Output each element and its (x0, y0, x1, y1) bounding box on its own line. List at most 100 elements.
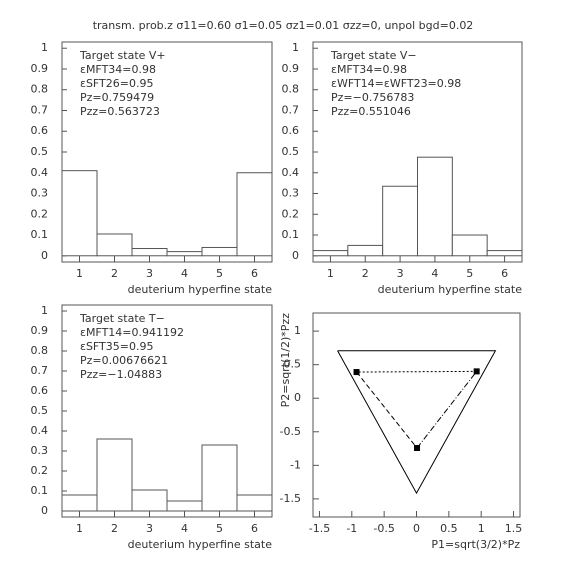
y-tick-label: 0.8 (31, 83, 49, 96)
y-tick-label: -0.5 (280, 425, 301, 438)
y-tick-label: 0.9 (31, 62, 49, 75)
annotation: Target state T− (79, 312, 165, 325)
bar (61, 494, 98, 512)
x-tick-label: 5 (216, 522, 223, 535)
annotation: Pzz=−1.04883 (80, 368, 162, 381)
x-tick-label: 4 (181, 522, 188, 535)
y-tick-label: 0 (41, 249, 48, 262)
annotation: Target state V− (330, 49, 417, 62)
x-tick-label: 5 (216, 267, 223, 280)
y-tick-label: 0.9 (31, 324, 49, 337)
annotation: εWFT14=εWFT23=0.98 (331, 77, 461, 90)
y-tick-label: 0.2 (31, 207, 49, 220)
annotation: Pzz=0.551046 (331, 105, 411, 118)
x-tick-label: 6 (251, 267, 258, 280)
annotation: Pz=0.00676621 (80, 354, 168, 367)
x-tick-label: 6 (501, 267, 508, 280)
bar (486, 250, 523, 257)
x-tick-label: 5 (466, 267, 473, 280)
annotation: Target state V+ (79, 49, 166, 62)
bar (131, 489, 168, 512)
y-tick-label: 0 (292, 249, 299, 262)
annotation: εSFT26=0.95 (80, 77, 154, 90)
y-tick-label: 1 (41, 304, 48, 317)
y-tick-label: 0.7 (31, 364, 49, 377)
x-axis-label: deuterium hyperfine state (128, 538, 273, 551)
x-tick-label: 1.5 (505, 522, 523, 535)
annotation: Pz=−0.756783 (331, 91, 414, 104)
y-tick-label: 0.5 (284, 358, 302, 371)
y-tick-label: 0.5 (31, 404, 49, 417)
x-tick-label: 1 (478, 522, 485, 535)
x-tick-label: 1 (327, 267, 334, 280)
x-tick-label: 6 (251, 522, 258, 535)
annotation: εMFT14=0.941192 (80, 326, 184, 339)
boundary (337, 350, 497, 495)
y-tick-label: -1 (290, 458, 301, 471)
bar (96, 438, 133, 512)
bar (61, 170, 98, 257)
connector (356, 370, 477, 373)
x-axis-label: P1=sqrt(3/2)*Pz (431, 538, 520, 551)
plot-frame (312, 312, 521, 518)
bar (166, 251, 203, 257)
y-tick-label: 0.9 (282, 62, 300, 75)
x-tick-label: 4 (431, 267, 438, 280)
y-tick-label: 0.1 (282, 228, 300, 241)
bar (236, 172, 273, 257)
x-tick-label: 2 (362, 267, 369, 280)
x-tick-label: 3 (397, 267, 404, 280)
point (414, 445, 421, 452)
y-tick-label: 1 (294, 324, 301, 337)
y-tick-label: 0.3 (31, 187, 49, 200)
x-tick-label: 4 (181, 267, 188, 280)
y-tick-label: 0.3 (31, 444, 49, 457)
annotation: εMFT34=0.98 (331, 63, 407, 76)
connector (416, 371, 478, 449)
bar (451, 234, 488, 257)
x-tick-label: 2 (111, 267, 118, 280)
connector (356, 371, 418, 449)
x-tick-label: 1 (76, 522, 83, 535)
bar (417, 156, 453, 257)
bar (236, 494, 273, 512)
point (473, 368, 480, 375)
y-tick-label: 1 (292, 41, 299, 54)
x-axis-label: deuterium hyperfine state (128, 283, 273, 296)
bar (131, 248, 168, 257)
bar (201, 246, 238, 257)
y-tick-label: 0.4 (31, 166, 49, 179)
y-tick-label: 1 (41, 41, 48, 54)
bar (347, 244, 384, 257)
x-tick-label: -0.5 (373, 522, 394, 535)
y-tick-label: 0.6 (282, 124, 300, 137)
y-tick-label: 0.5 (282, 145, 300, 158)
y-tick-label: 0 (294, 391, 301, 404)
bar (201, 444, 238, 512)
y-tick-label: 0.6 (31, 384, 49, 397)
x-tick-label: 0 (413, 522, 420, 535)
y-tick-label: 0.2 (31, 464, 49, 477)
x-tick-label: 2 (111, 522, 118, 535)
x-tick-label: 0.5 (440, 522, 458, 535)
annotation: εSFT35=0.95 (80, 340, 154, 353)
y-tick-label: 0.4 (282, 166, 300, 179)
y-tick-label: 0 (41, 504, 48, 517)
annotation: Pzz=0.563723 (80, 105, 160, 118)
annotation: Pz=0.759479 (80, 91, 154, 104)
x-tick-label: 3 (146, 522, 153, 535)
y-tick-label: 0.7 (282, 103, 300, 116)
point (353, 369, 360, 376)
y-tick-label: 0.2 (282, 207, 300, 220)
figure-title: transm. prob.z σ11=0.60 σ1=0.05 σz1=0.01… (93, 19, 474, 32)
annotation: εMFT34=0.98 (80, 63, 156, 76)
y-tick-label: 0.5 (31, 145, 49, 158)
y-tick-label: 0.8 (282, 83, 300, 96)
x-tick-label: 3 (146, 267, 153, 280)
bar (166, 500, 203, 512)
y-tick-label: 0.4 (31, 424, 49, 437)
y-tick-label: 0.7 (31, 103, 49, 116)
bar (382, 185, 418, 257)
y-tick-label: 0.1 (31, 228, 49, 241)
